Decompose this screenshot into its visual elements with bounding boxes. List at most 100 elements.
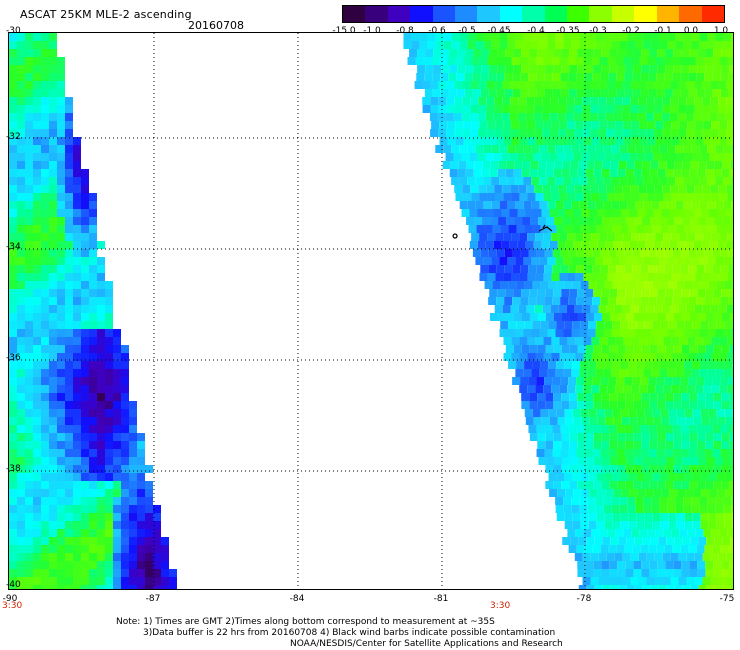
swath-cell — [17, 505, 25, 513]
swath-cell — [550, 105, 559, 113]
swath-cell — [9, 401, 17, 409]
color-scale-swatch — [343, 6, 366, 22]
swath-cell — [662, 97, 671, 105]
swath-cell — [676, 361, 685, 369]
swath-cell — [685, 153, 694, 161]
swath-cell — [447, 137, 456, 145]
swath-cell — [538, 217, 547, 225]
swath-cell — [469, 153, 478, 161]
swath-cell — [611, 201, 620, 209]
swath-cell — [555, 177, 564, 185]
swath-cell — [105, 329, 113, 337]
swath-cell — [649, 345, 658, 353]
swath-cell — [137, 489, 145, 497]
swath-cell — [590, 81, 599, 89]
swath-cell — [496, 249, 505, 257]
swath-cell — [9, 521, 17, 529]
swath-cell — [537, 345, 546, 353]
swath-cell — [699, 177, 708, 185]
swath-cell — [487, 57, 496, 65]
swath-cell — [81, 233, 89, 241]
swath-cell — [57, 305, 65, 313]
swath-cell — [711, 529, 720, 537]
swath-cell — [679, 337, 688, 345]
swath-cell — [692, 361, 701, 369]
swath-cell — [655, 385, 664, 393]
swath-cell — [641, 49, 650, 57]
swath-cell — [617, 441, 626, 449]
swath-cell — [475, 257, 484, 265]
swath-cell — [514, 161, 523, 169]
swath-cell — [121, 377, 129, 385]
swath-cell — [507, 177, 516, 185]
swath-cell — [33, 289, 41, 297]
swath-cell — [471, 121, 480, 129]
swath-cell — [153, 569, 161, 577]
swath-cell — [729, 465, 733, 473]
swath-cell — [608, 297, 617, 305]
swath-cell — [97, 585, 105, 589]
swath-cell — [610, 457, 619, 465]
swath-cell — [718, 105, 727, 113]
swath-cell — [590, 97, 599, 105]
swath-cell — [81, 433, 89, 441]
swath-cell — [699, 505, 708, 513]
lon-label-90: -90 — [2, 594, 18, 604]
swath-cell — [617, 169, 626, 177]
swath-cell — [487, 121, 496, 129]
swath-cell — [486, 105, 495, 113]
swath-cell — [33, 33, 41, 41]
swath-cell — [33, 577, 41, 585]
swath-cell — [73, 545, 81, 553]
swath-cell — [682, 537, 691, 545]
swath-cell — [588, 225, 597, 233]
swath-cell — [9, 57, 17, 65]
swath-cell — [631, 57, 640, 65]
swath-cell — [561, 65, 570, 73]
swath-cell — [684, 281, 693, 289]
swath-cell — [707, 41, 716, 49]
swath-cell — [626, 217, 635, 225]
swath-cell — [722, 537, 731, 545]
swath-cell — [41, 577, 49, 585]
swath-cell — [49, 553, 57, 561]
swath-cell — [89, 241, 97, 249]
product-title: ASCAT 25KM MLE-2 ascending — [20, 8, 192, 21]
lon-label-78: -78 — [576, 594, 592, 604]
swath-cell — [513, 313, 522, 321]
swath-cell — [49, 473, 57, 481]
swath-cell — [629, 113, 638, 121]
swath-cell — [622, 129, 631, 137]
swath-cell — [727, 193, 733, 201]
swath-cell — [121, 481, 129, 489]
swath-cell — [729, 289, 733, 297]
swath-cell — [33, 305, 41, 313]
swath-cell — [448, 73, 457, 81]
swath-cell — [686, 129, 695, 137]
swath-cell — [711, 233, 720, 241]
swath-cell — [673, 401, 682, 409]
swath-cell — [700, 361, 709, 369]
swath-cell — [627, 329, 636, 337]
swath-cell — [602, 457, 611, 465]
swath-cell — [727, 385, 733, 393]
swath-cell — [97, 537, 105, 545]
swath-cell — [609, 465, 618, 473]
swath-cell — [129, 441, 137, 449]
swath-cell — [25, 257, 33, 265]
swath-cell — [709, 113, 718, 121]
swath-cell — [113, 585, 121, 589]
swath-cell — [478, 129, 487, 137]
swath-cell — [659, 33, 668, 41]
swath-cell — [669, 113, 678, 121]
swath-cell — [640, 265, 649, 273]
swath-cell — [73, 505, 81, 513]
lon-label-81: -81 — [433, 594, 449, 604]
swath-cell — [427, 41, 436, 49]
swath-cell — [719, 193, 728, 201]
swath-cell — [618, 537, 627, 545]
swath-cell — [675, 505, 684, 513]
swath-cell — [668, 409, 677, 417]
swath-cell — [65, 233, 73, 241]
swath-cell — [556, 321, 565, 329]
